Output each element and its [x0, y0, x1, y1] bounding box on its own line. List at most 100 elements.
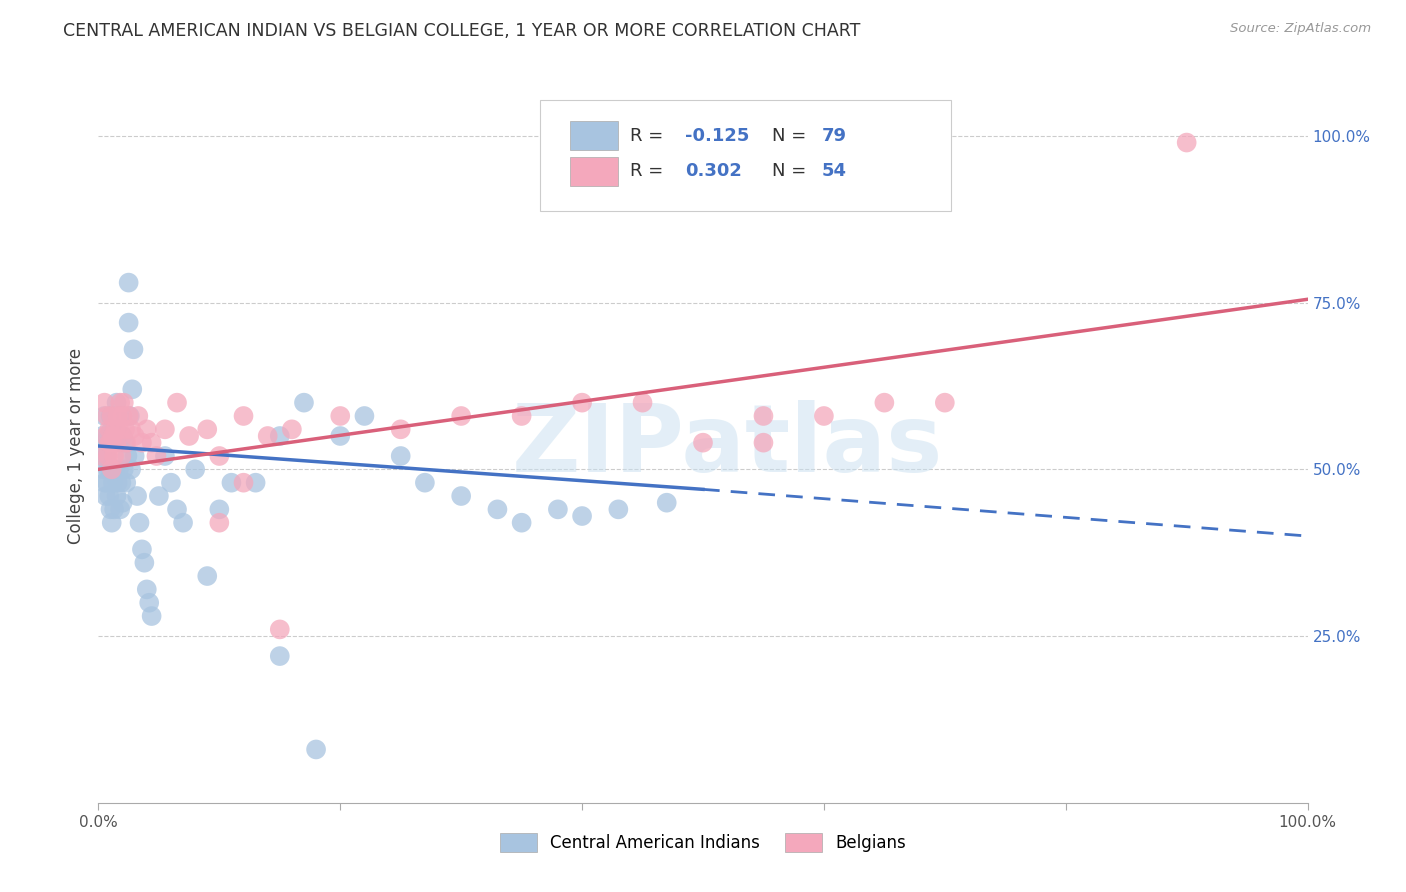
Point [118, 316, 141, 330]
Point [93, 475, 115, 490]
Text: 79: 79 [821, 127, 846, 145]
Point [1175, 136, 1198, 150]
Point [127, 409, 149, 423]
Point [91, 462, 114, 476]
Point [692, 435, 714, 450]
Point [101, 429, 124, 443]
Point [96, 475, 118, 490]
Point [118, 276, 141, 290]
Point [571, 509, 593, 524]
Point [120, 462, 142, 476]
Point [112, 462, 135, 476]
Point [98, 435, 121, 450]
Point [98, 489, 121, 503]
Point [547, 502, 569, 516]
Point [269, 429, 291, 443]
Point [117, 449, 139, 463]
Point [450, 409, 472, 423]
Point [107, 475, 129, 490]
Point [353, 409, 375, 423]
Point [103, 435, 125, 450]
Point [104, 422, 127, 436]
Point [108, 502, 131, 516]
Point [655, 496, 678, 510]
Point [94, 435, 117, 450]
Point [510, 409, 533, 423]
Point [104, 462, 127, 476]
Point [131, 542, 153, 557]
Point [179, 429, 201, 443]
Point [97, 462, 120, 476]
Point [245, 475, 267, 490]
Point [108, 395, 131, 409]
Point [110, 449, 132, 463]
Point [94, 429, 117, 443]
FancyBboxPatch shape [569, 121, 619, 150]
Point [97, 449, 120, 463]
Text: Source: ZipAtlas.com: Source: ZipAtlas.com [1230, 22, 1371, 36]
Point [752, 435, 775, 450]
Point [127, 489, 149, 503]
Point [269, 623, 291, 637]
Text: CENTRAL AMERICAN INDIAN VS BELGIAN COLLEGE, 1 YEAR OR MORE CORRELATION CHART: CENTRAL AMERICAN INDIAN VS BELGIAN COLLE… [63, 22, 860, 40]
Point [107, 409, 129, 423]
Point [166, 502, 188, 516]
Point [114, 435, 136, 450]
Point [105, 489, 128, 503]
Point [115, 475, 138, 490]
Point [110, 409, 132, 423]
Point [101, 429, 124, 443]
Point [607, 502, 630, 516]
Point [98, 435, 121, 450]
FancyBboxPatch shape [540, 100, 950, 211]
Point [103, 502, 125, 516]
Point [114, 422, 136, 436]
Point [389, 449, 412, 463]
Text: R =: R = [630, 162, 669, 180]
Point [232, 475, 254, 490]
Text: 0.302: 0.302 [685, 162, 742, 180]
Point [208, 449, 231, 463]
Point [100, 409, 122, 423]
Point [120, 422, 142, 436]
Point [195, 569, 218, 583]
Y-axis label: College, 1 year or more: College, 1 year or more [66, 348, 84, 544]
Point [111, 429, 134, 443]
Point [873, 395, 896, 409]
Point [510, 516, 533, 530]
Point [103, 449, 125, 463]
Point [141, 609, 163, 624]
Point [134, 556, 156, 570]
Point [124, 449, 146, 463]
Point [100, 462, 122, 476]
Point [118, 409, 141, 423]
Point [100, 462, 122, 476]
Point [108, 462, 131, 476]
Point [389, 422, 412, 436]
Point [172, 516, 194, 530]
Point [145, 449, 167, 463]
Point [292, 395, 315, 409]
Point [101, 475, 124, 490]
Point [329, 409, 352, 423]
Point [100, 502, 122, 516]
Text: R =: R = [630, 127, 669, 145]
Text: N =: N = [772, 127, 811, 145]
Point [115, 435, 138, 450]
Point [91, 429, 114, 443]
Point [93, 395, 115, 409]
Point [141, 435, 163, 450]
Point [124, 429, 146, 443]
Point [208, 516, 231, 530]
Point [934, 395, 956, 409]
Point [450, 489, 472, 503]
Text: N =: N = [772, 162, 811, 180]
Point [105, 435, 128, 450]
Point [93, 409, 115, 423]
Text: -0.125: -0.125 [685, 127, 749, 145]
Point [232, 409, 254, 423]
Point [108, 409, 131, 423]
Point [281, 422, 304, 436]
Point [118, 409, 141, 423]
Point [96, 409, 118, 423]
